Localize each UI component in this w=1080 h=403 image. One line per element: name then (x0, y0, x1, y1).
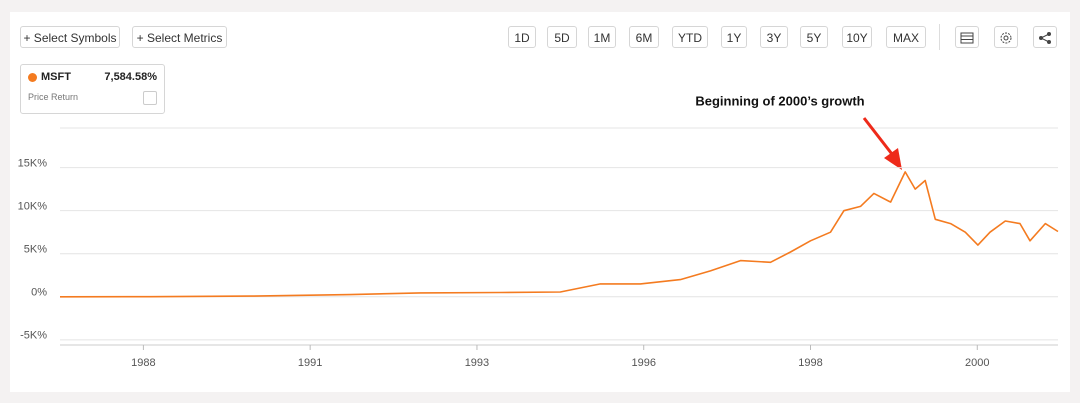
x-tick-label: 1988 (131, 357, 155, 369)
x-tick-label: 1996 (631, 357, 655, 369)
y-tick-label: -5K% (20, 330, 47, 342)
select-symbols[interactable]: + Select Symbols (20, 26, 120, 48)
select-metrics[interactable]: + Select Metrics (132, 26, 227, 48)
y-tick-label: 15K% (18, 158, 48, 170)
settings-icon[interactable] (994, 26, 1018, 48)
share-icon[interactable] (1033, 26, 1057, 48)
annotation-arrow (862, 117, 897, 159)
annotation: Beginning of 2000’s growth (695, 93, 864, 108)
legend-symbol: MSFT (41, 71, 71, 83)
range-button[interactable]: 10Y (842, 26, 872, 48)
x-tick-label: 1993 (465, 357, 489, 369)
range-button[interactable]: 5D (547, 26, 577, 48)
panel: + Select Symbols + Select Metrics 1D 5D 1M… (10, 12, 1070, 392)
y-tick-label: 0% (31, 287, 47, 299)
range-button[interactable]: 1D (508, 26, 536, 48)
legend-toggle[interactable] (143, 91, 157, 105)
series-line (59, 171, 1059, 298)
range-button[interactable]: 5Y (800, 26, 828, 48)
range-button[interactable]: 6M (629, 26, 659, 48)
range-button[interactable]: YTD (672, 26, 708, 48)
range-button[interactable]: 3Y (760, 26, 788, 48)
range-button[interactable]: 1Y (721, 26, 747, 48)
y-tick-label: 10K% (18, 201, 48, 213)
x-tick-label: 1998 (798, 357, 822, 369)
legend-value: 7,584.58% (104, 71, 157, 83)
range-button[interactable]: MAX (886, 26, 926, 48)
x-tick-label: 1991 (298, 357, 322, 369)
separator (939, 24, 940, 50)
legend: MSFT 7,584.58% Price Return (20, 64, 165, 114)
table-icon[interactable] (955, 26, 979, 48)
legend-metric: Price Return (28, 92, 79, 102)
legend-swatch (28, 73, 37, 82)
x-tick-label: 2000 (965, 357, 989, 369)
y-tick-label: 5K% (24, 244, 47, 256)
range-button[interactable]: 1M (588, 26, 616, 48)
arrow-head (884, 148, 902, 170)
